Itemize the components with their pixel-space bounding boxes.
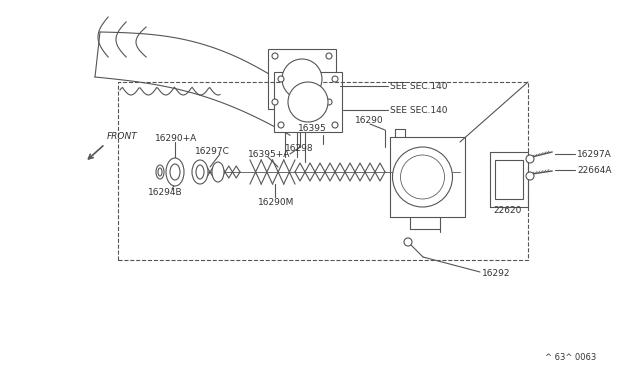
Text: ^ 63^ 0063: ^ 63^ 0063: [545, 353, 596, 362]
Text: 16298: 16298: [285, 144, 314, 153]
Text: 16395: 16395: [298, 124, 327, 132]
Ellipse shape: [158, 168, 162, 176]
Text: 16297A: 16297A: [577, 150, 612, 158]
Circle shape: [288, 82, 328, 122]
Circle shape: [401, 155, 445, 199]
Circle shape: [332, 122, 338, 128]
Circle shape: [404, 238, 412, 246]
Text: 16292: 16292: [482, 269, 511, 279]
Text: 22620: 22620: [493, 205, 522, 215]
Circle shape: [282, 59, 322, 99]
Ellipse shape: [192, 160, 208, 184]
Circle shape: [526, 172, 534, 180]
Circle shape: [526, 155, 534, 163]
Circle shape: [332, 76, 338, 82]
Circle shape: [392, 147, 452, 207]
Bar: [274, 72, 342, 132]
Text: 16297C: 16297C: [195, 147, 230, 155]
Text: 16290+A: 16290+A: [155, 134, 197, 142]
Ellipse shape: [212, 162, 224, 182]
Bar: [118, 82, 528, 260]
Circle shape: [278, 122, 284, 128]
Text: 16395+A: 16395+A: [248, 150, 291, 158]
Text: FRONT: FRONT: [107, 131, 138, 141]
Text: 22664A: 22664A: [577, 166, 611, 174]
Circle shape: [272, 53, 278, 59]
Text: SEE SEC.140: SEE SEC.140: [390, 81, 447, 90]
Circle shape: [272, 99, 278, 105]
Text: 16294B: 16294B: [148, 187, 182, 196]
Text: 16290M: 16290M: [258, 198, 294, 206]
Ellipse shape: [166, 158, 184, 186]
Ellipse shape: [196, 165, 204, 179]
Circle shape: [326, 99, 332, 105]
Text: 16290: 16290: [355, 115, 383, 125]
Bar: [268, 49, 336, 109]
Ellipse shape: [170, 164, 180, 180]
Circle shape: [326, 53, 332, 59]
Text: SEE SEC.140: SEE SEC.140: [390, 106, 447, 115]
Circle shape: [278, 76, 284, 82]
Bar: [495, 160, 523, 199]
Ellipse shape: [156, 165, 164, 179]
